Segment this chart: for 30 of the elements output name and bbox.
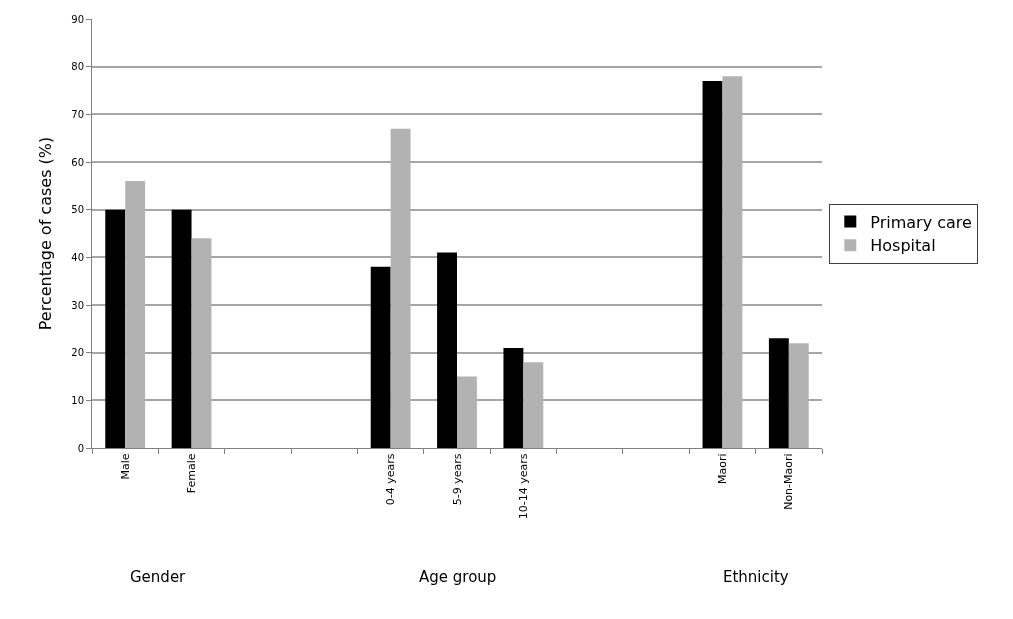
bar xyxy=(702,80,723,448)
y-tick-label: 0 xyxy=(77,442,84,454)
x-tick-label: 0-4 years xyxy=(384,453,398,506)
y-tick-label: 80 xyxy=(71,61,84,73)
y-tick-label: 70 xyxy=(71,108,84,120)
y-tick-label: 10 xyxy=(71,394,84,406)
y-axis-title: Percentage of cases (%) xyxy=(36,136,56,331)
text: Ethnicity xyxy=(723,568,789,586)
x-tick-label: Male xyxy=(118,453,132,480)
y-tick-label: 60 xyxy=(71,156,84,168)
bar xyxy=(503,347,524,448)
x-tick-label: Female xyxy=(185,453,199,494)
y-tick-label: 40 xyxy=(71,251,84,263)
bar xyxy=(105,209,126,448)
bar xyxy=(370,266,391,448)
y-tick-label: 30 xyxy=(71,299,84,311)
legend-label: Primary care xyxy=(870,212,972,232)
text: Age group xyxy=(419,568,497,586)
legend-label: Hospital xyxy=(870,236,936,256)
x-tick-label: Non-Maori xyxy=(782,453,796,510)
text: Gender xyxy=(130,568,187,586)
y-tick-label: 90 xyxy=(71,13,84,25)
bar xyxy=(768,338,789,448)
x-tick-label: 5-9 years xyxy=(450,453,464,506)
x-tick-label: Maori xyxy=(716,453,730,484)
bar xyxy=(437,252,457,448)
x-tick-label: 10-14 years xyxy=(516,453,530,520)
bar xyxy=(171,209,192,448)
y-tick-label: 20 xyxy=(71,347,84,359)
y-tick-label: 50 xyxy=(71,204,84,216)
